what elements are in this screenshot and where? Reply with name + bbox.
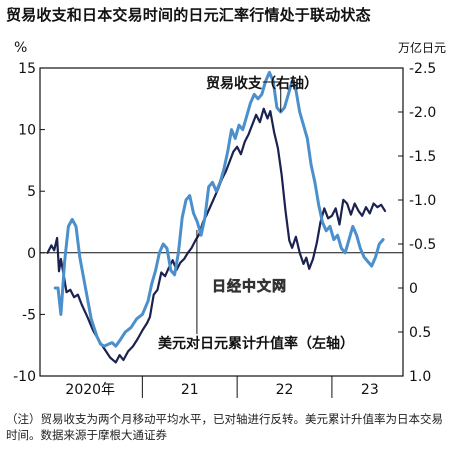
left-tick-label: 10 [18, 123, 36, 139]
trade-balance-leader [262, 81, 282, 112]
left-tick-label: -5 [22, 307, 36, 323]
left-tick-label: -10 [13, 369, 36, 385]
footnote: （注）贸易收支为两个月移动平均水平，已对轴进行反转。美元累计升值率为日本交易时间… [6, 412, 443, 442]
x-tick-label: 2020年 [65, 382, 115, 398]
left-tick-label: 0 [27, 246, 36, 262]
right-tick-label: -1.5 [409, 149, 436, 165]
right-tick-label: -0.5 [409, 237, 436, 253]
right-tick-label: -2.0 [409, 105, 436, 121]
watermark: 日经中文网 [212, 278, 287, 295]
plot-frame [39, 67, 404, 377]
right-tick-label: 1.0 [409, 369, 431, 385]
chart-title: 贸易收支和日本交易时间的日元汇率行情处于联动状态 [6, 6, 371, 24]
right-tick-label: -1.0 [409, 193, 436, 209]
left-tick-label: 15 [18, 61, 36, 77]
trade-balance-label: 贸易收支（右轴） [206, 75, 318, 92]
series-lines [46, 70, 387, 364]
x-tick-label: 23 [361, 382, 379, 398]
left-tick-label: 5 [27, 184, 36, 200]
right-tick-label: 0 [409, 281, 418, 297]
trade-balance-line [53, 70, 385, 348]
left-axis-unit: % [14, 40, 27, 56]
axes: 15 10 5 0 -5 -10% -2.5 -2.0 -1.5 -1.0 -0.5 0 0.5 1.0 万… [13, 40, 446, 398]
usd-jpy-label: 美元对日元累计升值率（左轴） [158, 335, 354, 352]
right-tick-label: 0.5 [409, 325, 431, 341]
x-tick-label: 22 [276, 382, 294, 398]
x-tick-label: 21 [181, 382, 199, 398]
labels: 贸易收支（右轴） 美元对日元累计升值率（左轴） 日经中文网 [158, 75, 354, 352]
right-tick-label: -2.5 [409, 61, 436, 77]
usd-jpy-line [46, 107, 387, 364]
right-axis-unit: 万亿日元 [398, 40, 446, 55]
